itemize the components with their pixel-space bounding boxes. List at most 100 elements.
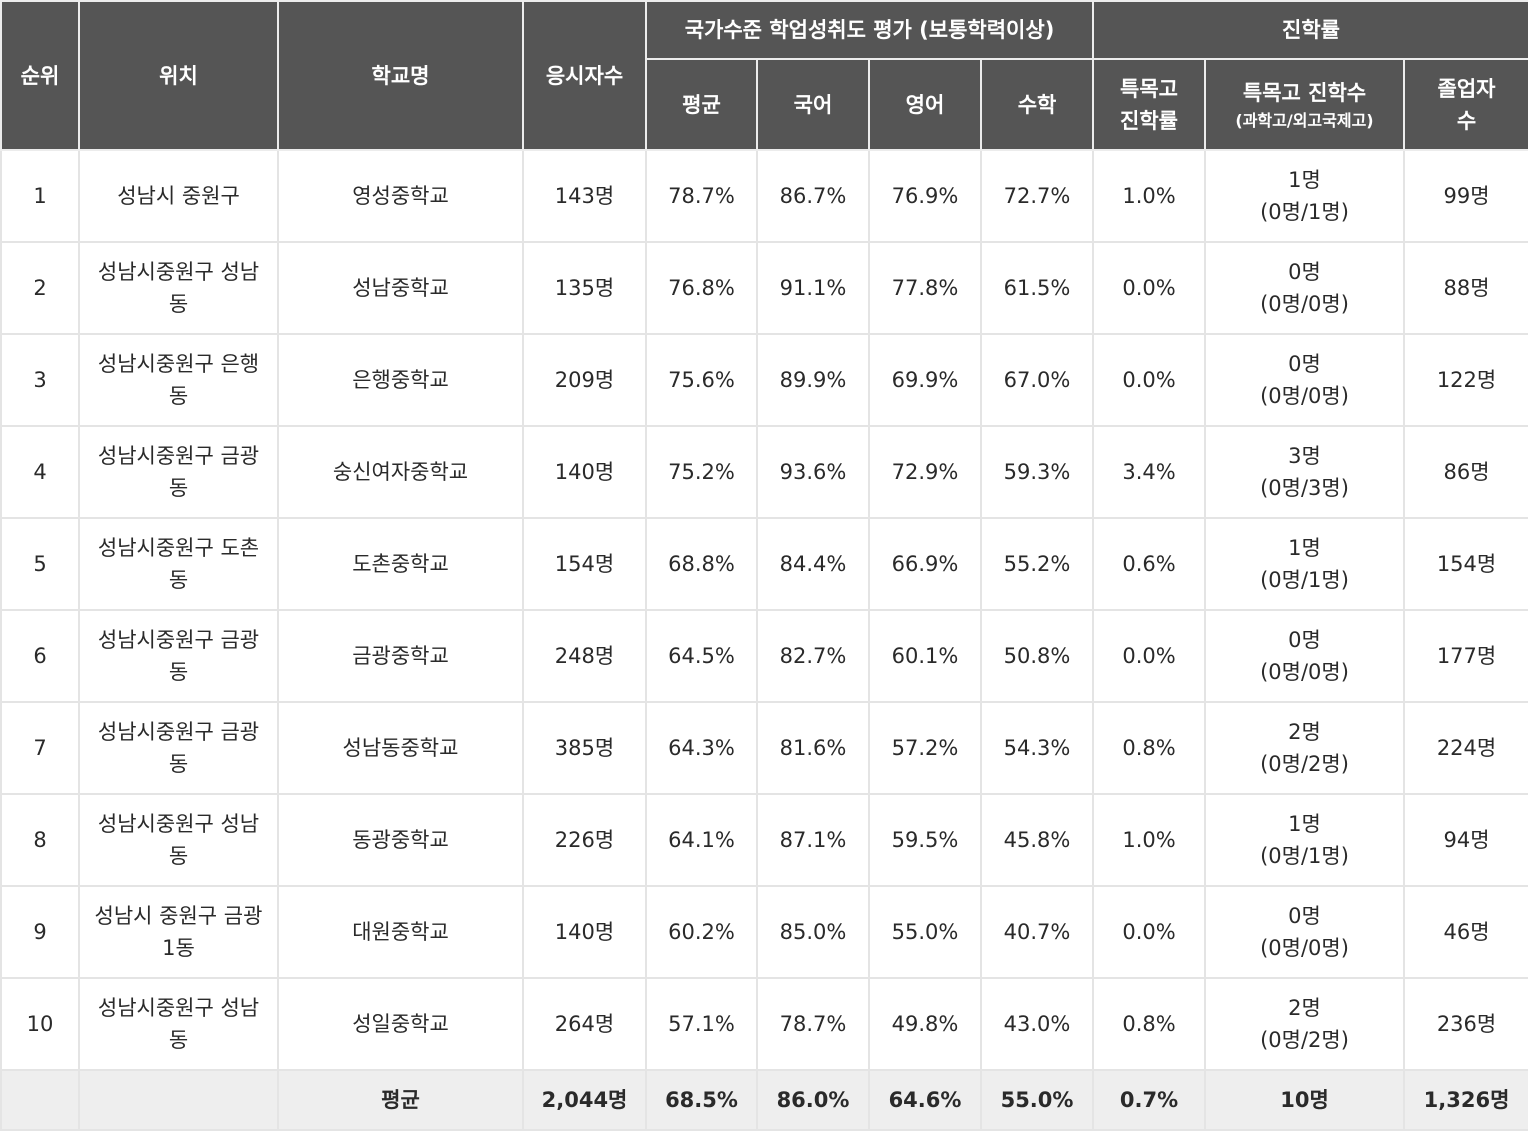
- special-count-breakdown: (0명/2명): [1260, 1028, 1349, 1052]
- average-cell: 68.8%: [645, 517, 758, 611]
- korean-cell: 78.7%: [756, 977, 870, 1071]
- special-count-breakdown: (0명/1명): [1260, 844, 1349, 868]
- header-special-count-sub: (과학고/외고국제고): [1235, 110, 1374, 130]
- special-count-breakdown: (0명/0명): [1260, 384, 1349, 408]
- header-graduates-line2: 수: [1456, 108, 1477, 133]
- special-rate-cell: 1.0%: [1092, 149, 1207, 243]
- summary-english: 64.6%: [868, 1069, 982, 1131]
- graduates-cell: 224명: [1403, 701, 1528, 795]
- summary-math: 55.0%: [979, 1069, 1095, 1131]
- special-count-total: 1명: [1288, 168, 1321, 192]
- location-line1: 성남시중원구 성남: [97, 996, 260, 1020]
- school-name-cell: 동광중학교: [277, 793, 524, 887]
- location-cell: 성남시중원구 도촌 동: [78, 517, 279, 611]
- special-rate-cell: 0.0%: [1092, 885, 1207, 979]
- average-cell: 76.8%: [645, 241, 758, 335]
- location-line2: 동: [168, 384, 189, 408]
- location-line2: 동: [168, 752, 189, 776]
- table-body: 1 성남시 중원구 영성중학교 143명 78.7% 86.7% 76.9% 72.7% 1.0…: [0, 149, 1528, 1131]
- location-line1: 성남시중원구 금광: [97, 628, 260, 652]
- rank-cell: 3: [0, 333, 80, 427]
- location-line2: 동: [168, 660, 189, 684]
- header-assessment-group: 국가수준 학업성취도 평가 (보통학력이상): [644, 0, 1095, 60]
- location-line2: 1동: [162, 936, 195, 960]
- location-cell: 성남시중원구 성남 동: [78, 793, 279, 887]
- table-row: 6 성남시중원구 금광 동 금광중학교 248명 64.5% 82.7% 60.1% 50.8%…: [0, 609, 1528, 703]
- table-row: 2 성남시중원구 성남 동 성남중학교 135명 76.8% 91.1% 77.8% 61.5%…: [0, 241, 1528, 335]
- table-row: 9 성남시 중원구 금광 1동 대원중학교 140명 60.2% 85.0% 55.0% 40.…: [0, 885, 1528, 979]
- korean-cell: 89.9%: [756, 333, 870, 427]
- special-count-cell: 1명 (0명/1명): [1204, 517, 1406, 611]
- special-count-breakdown: (0명/0명): [1260, 292, 1349, 316]
- special-rate-cell: 0.0%: [1092, 241, 1207, 335]
- header-math: 수학: [979, 58, 1095, 151]
- location-line1: 성남시중원구 금광: [97, 720, 260, 744]
- graduates-cell: 122명: [1403, 333, 1528, 427]
- header-average: 평균: [645, 58, 758, 151]
- header-school: 학교명: [277, 0, 524, 151]
- english-cell: 60.1%: [868, 609, 982, 703]
- table-row: 4 성남시중원구 금광 동 숭신여자중학교 140명 75.2% 93.6% 72.9% 59.…: [0, 425, 1528, 519]
- header-korean: 국어: [756, 58, 870, 151]
- special-count-total: 0명: [1288, 628, 1321, 652]
- rank-cell: 10: [0, 977, 80, 1071]
- math-cell: 43.0%: [979, 977, 1095, 1071]
- header-special-rate-line1: 특목고: [1120, 76, 1178, 101]
- special-rate-cell: 3.4%: [1092, 425, 1207, 519]
- special-count-total: 1명: [1288, 536, 1321, 560]
- school-name-cell: 대원중학교: [277, 885, 524, 979]
- english-cell: 77.8%: [868, 241, 982, 335]
- math-cell: 55.2%: [979, 517, 1095, 611]
- average-cell: 64.3%: [645, 701, 758, 795]
- table-row: 1 성남시 중원구 영성중학교 143명 78.7% 86.7% 76.9% 72.7% 1.0…: [0, 149, 1528, 243]
- location-line2: 동: [168, 292, 189, 316]
- location-line1: 성남시 중원구: [117, 184, 240, 208]
- special-count-total: 2명: [1288, 996, 1321, 1020]
- special-rate-cell: 0.8%: [1092, 701, 1207, 795]
- header-examinees: 응시자수: [522, 0, 647, 151]
- rank-cell: 5: [0, 517, 80, 611]
- rank-cell: 4: [0, 425, 80, 519]
- korean-cell: 93.6%: [756, 425, 870, 519]
- rank-cell: 7: [0, 701, 80, 795]
- location-line1: 성남시중원구 금광: [97, 444, 260, 468]
- examinees-cell: 154명: [522, 517, 647, 611]
- school-name-cell: 숭신여자중학교: [277, 425, 524, 519]
- graduates-cell: 94명: [1403, 793, 1528, 887]
- special-count-cell: 1명 (0명/1명): [1204, 149, 1406, 243]
- examinees-cell: 140명: [522, 425, 647, 519]
- header-english: 영어: [868, 58, 982, 151]
- summary-special-rate: 0.7%: [1092, 1069, 1207, 1131]
- special-count-cell: 3명 (0명/3명): [1204, 425, 1406, 519]
- header-advancement-group: 진학률: [1092, 0, 1528, 60]
- table-row: 3 성남시중원구 은행 동 은행중학교 209명 75.6% 89.9% 69.9% 67.0%…: [0, 333, 1528, 427]
- table-row: 5 성남시중원구 도촌 동 도촌중학교 154명 68.8% 84.4% 66.9% 55.2%…: [0, 517, 1528, 611]
- rank-cell: 1: [0, 149, 80, 243]
- special-count-total: 0명: [1288, 904, 1321, 928]
- table-row: 10 성남시중원구 성남 동 성일중학교 264명 57.1% 78.7% 49.8% 43.0…: [0, 977, 1528, 1071]
- table-row: 8 성남시중원구 성남 동 동광중학교 226명 64.1% 87.1% 59.5% 45.8%…: [0, 793, 1528, 887]
- english-cell: 59.5%: [868, 793, 982, 887]
- english-cell: 76.9%: [868, 149, 982, 243]
- location-cell: 성남시중원구 은행 동: [78, 333, 279, 427]
- average-cell: 64.5%: [645, 609, 758, 703]
- graduates-cell: 46명: [1403, 885, 1528, 979]
- summary-examinees: 2,044명: [522, 1069, 647, 1131]
- header-graduates-line1: 졸업자: [1437, 76, 1496, 101]
- school-name-cell: 금광중학교: [277, 609, 524, 703]
- math-cell: 40.7%: [979, 885, 1095, 979]
- school-name-cell: 성일중학교: [277, 977, 524, 1071]
- summary-special-count: 10명: [1204, 1069, 1406, 1131]
- special-count-breakdown: (0명/0명): [1260, 936, 1349, 960]
- header-location: 위치: [78, 0, 279, 151]
- header-special-count-label: 특목고 진학수: [1242, 80, 1367, 105]
- english-cell: 49.8%: [868, 977, 982, 1071]
- school-name-cell: 영성중학교: [277, 149, 524, 243]
- header-special-rate: 특목고 진학률: [1092, 58, 1207, 151]
- english-cell: 55.0%: [868, 885, 982, 979]
- math-cell: 45.8%: [979, 793, 1095, 887]
- average-cell: 60.2%: [645, 885, 758, 979]
- special-rate-cell: 0.6%: [1092, 517, 1207, 611]
